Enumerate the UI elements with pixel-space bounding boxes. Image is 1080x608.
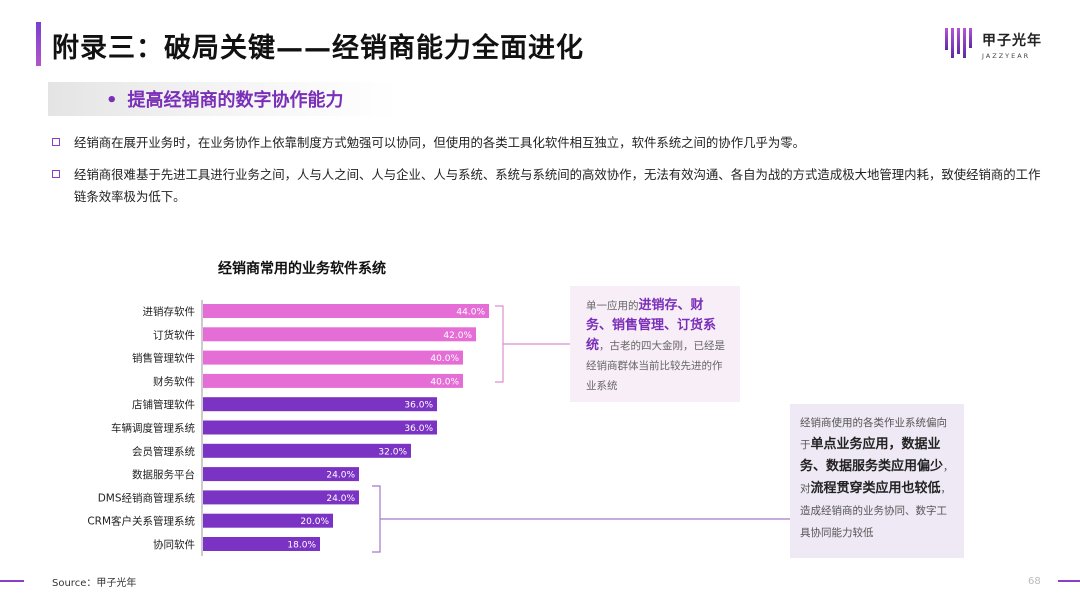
data-label: 36.0%: [404, 424, 433, 434]
bar: [203, 443, 411, 458]
category-label: CRM客户关系管理系统: [87, 515, 195, 528]
data-label: 24.0%: [326, 494, 355, 504]
category-label: 进销存软件: [143, 305, 196, 318]
top-callout-highlight: 进销存、财务、销售管理、订货系统: [586, 298, 717, 353]
category-label: 协同软件: [153, 538, 195, 551]
data-label: 40.0%: [430, 354, 459, 364]
brand-logo: 甲子光年 JAZZYEAR: [944, 24, 1054, 70]
source-note: Source：甲子光年: [52, 578, 137, 589]
data-label: 24.0%: [326, 471, 355, 481]
bottom-callout-highlight-2: 流程贯穿类应用也较低: [810, 481, 941, 496]
data-label: 40.0%: [430, 377, 459, 387]
category-label: 会员管理系统: [132, 445, 195, 458]
section-subtitle: • 提高经销商的数字协作能力: [106, 86, 344, 112]
bar: [203, 304, 489, 318]
bullet-text: 经销商很难基于先进工具进行业务之间，人与人之间、人与企业、人与系统、系统与系统间…: [74, 167, 1041, 204]
bar: [203, 467, 359, 482]
square-bullet-icon: [52, 138, 60, 146]
logo-mark-icon: [945, 28, 972, 58]
data-label: 44.0%: [456, 308, 485, 318]
bar: [203, 397, 437, 412]
bar: [203, 537, 320, 551]
bottom-callout-highlight-1: 单点业务应用，数据业务、数据服务类应用偏少: [800, 437, 944, 474]
category-label: 数据服务平台: [132, 468, 195, 481]
bar: [203, 350, 463, 365]
bar: [203, 420, 437, 435]
data-label: 18.0%: [287, 541, 316, 551]
bottom-callout: 经销商使用的各类作业系统偏向于单点业务应用，数据业务、数据服务类应用偏少，对流程…: [790, 404, 964, 558]
data-label: 32.0%: [378, 447, 407, 457]
subtitle-text: 提高经销商的数字协作能力: [127, 90, 344, 111]
bottom-callout-text-2: ，对: [800, 461, 954, 495]
bar: [203, 513, 333, 528]
category-label: 店铺管理软件: [132, 398, 195, 411]
logo-cn-text: 甲子光年: [982, 33, 1042, 49]
subtitle-band: [48, 82, 398, 116]
chart-title: 经销商常用的业务软件系统: [218, 261, 386, 277]
bar: [203, 327, 476, 342]
category-label: 车辆调度管理系统: [111, 422, 195, 435]
subtitle-bullet: •: [106, 90, 118, 111]
logo-en-text: JAZZYEAR: [982, 52, 1031, 60]
bullet-item: 经销商在展开业务时，在业务协作上依靠制度方式勉强可以协同，但使用的各类工具化软件…: [52, 132, 1042, 154]
top-callout: 单一应用的进销存、财务、销售管理、订货系统，古老的四大金刚，已经是经销商群体当前…: [570, 286, 740, 402]
bar: [203, 373, 463, 388]
data-label: 42.0%: [443, 331, 472, 341]
page-number: 68: [1028, 576, 1041, 587]
top-callout-post: ，古老的四大金刚，已经是经销商群体当前比较先进的作业系统: [586, 340, 726, 392]
data-label: 36.0%: [404, 401, 433, 411]
bottom-callout-text-1: 经销商使用的各类作业系统偏向于: [800, 417, 947, 451]
top-callout-pre: 单一应用的: [586, 300, 639, 312]
category-label: 销售管理软件: [132, 352, 195, 365]
category-label: DMS经销商管理系统: [98, 491, 196, 504]
category-label: 财务软件: [153, 375, 195, 388]
bottom-callout-text-3: ，造成经销商的业务协同、数字工具协同能力较低: [800, 483, 952, 539]
square-bullet-icon: [52, 170, 60, 178]
bar: [203, 490, 359, 505]
footer-line-right: [1058, 580, 1080, 582]
bullet-item: 经销商很难基于先进工具进行业务之间，人与人之间、人与企业、人与系统、系统与系统间…: [52, 164, 1042, 208]
page-title: 附录三：破局关键——经销商能力全面进化: [52, 33, 584, 64]
bullet-text: 经销商在展开业务时，在业务协作上依靠制度方式勉强可以协同，但使用的各类工具化软件…: [74, 135, 806, 150]
bars-group: 进销存软件 44.0% 订货软件 42.0% 销售管理软件 40.0% 财务软件 40.0% 店…: [87, 304, 489, 551]
category-label: 订货软件: [153, 328, 195, 341]
footer-line-left: [0, 580, 24, 582]
bottom-group-bracket: [372, 485, 381, 553]
top-group-bracket: [495, 305, 504, 383]
title-accent-bar: [36, 22, 41, 66]
data-label: 20.0%: [300, 517, 329, 527]
